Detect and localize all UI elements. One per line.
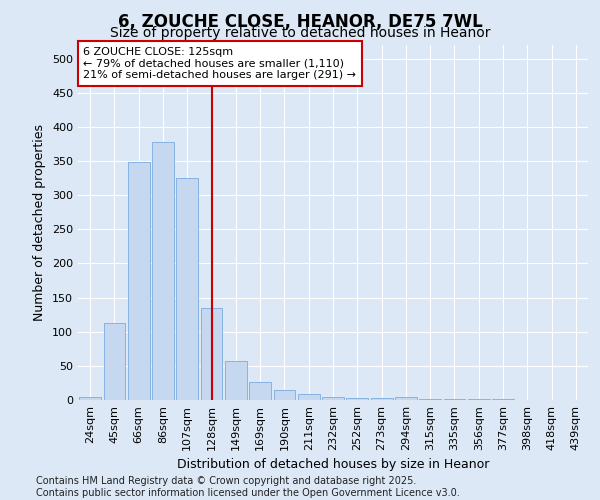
Bar: [249, 382, 271, 400]
Bar: [128, 162, 149, 400]
Text: Size of property relative to detached houses in Heanor: Size of property relative to detached ho…: [110, 26, 490, 40]
Bar: [298, 394, 320, 400]
Bar: [322, 396, 344, 400]
Bar: [200, 308, 223, 400]
Bar: [104, 323, 125, 400]
Text: 6 ZOUCHE CLOSE: 125sqm
← 79% of detached houses are smaller (1,110)
21% of semi-: 6 ZOUCHE CLOSE: 125sqm ← 79% of detached…: [83, 47, 356, 80]
Bar: [225, 361, 247, 400]
Bar: [79, 396, 101, 400]
Text: Contains HM Land Registry data © Crown copyright and database right 2025.
Contai: Contains HM Land Registry data © Crown c…: [36, 476, 460, 498]
Y-axis label: Number of detached properties: Number of detached properties: [34, 124, 46, 321]
Bar: [395, 396, 417, 400]
X-axis label: Distribution of detached houses by size in Heanor: Distribution of detached houses by size …: [177, 458, 489, 471]
Bar: [176, 178, 198, 400]
Text: 6, ZOUCHE CLOSE, HEANOR, DE75 7WL: 6, ZOUCHE CLOSE, HEANOR, DE75 7WL: [118, 12, 482, 30]
Bar: [346, 398, 368, 400]
Bar: [152, 142, 174, 400]
Bar: [419, 398, 441, 400]
Bar: [371, 398, 392, 400]
Bar: [274, 390, 295, 400]
